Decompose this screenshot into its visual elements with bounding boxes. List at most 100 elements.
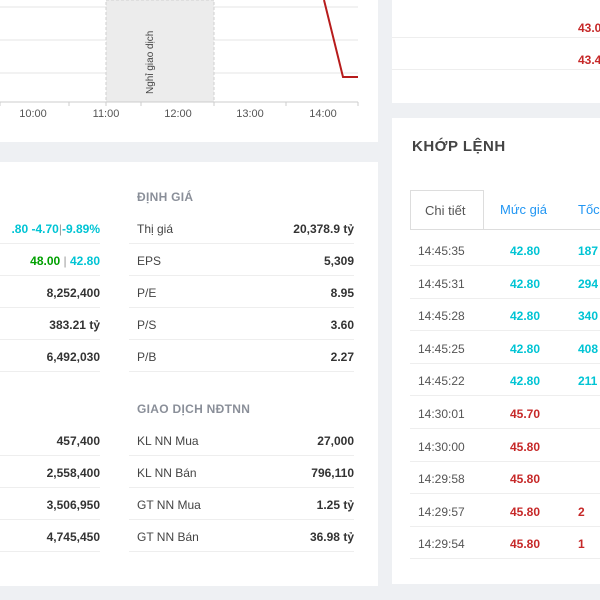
valuation-row: P/B 2.27 [129, 340, 354, 372]
foreign-label: GT NN Mua [137, 498, 201, 512]
stat-row-range: 48.00 | 42.80 [0, 244, 100, 276]
trade-price: 42.80 [510, 341, 541, 356]
price-change-value: .80 -4.70|-9.89% [11, 222, 100, 236]
separator: | [58, 222, 62, 236]
trade-time: 14:45:28 [418, 309, 465, 324]
trade-time: 14:29:58 [418, 472, 465, 487]
valuation-value: 2.27 [330, 350, 354, 364]
trade-volume: 340 [578, 309, 599, 324]
foreign-label: KL NN Bán [137, 466, 197, 480]
stat-row-change: .80 -4.70|-9.89% [0, 212, 100, 244]
trade-time: 14:45:25 [418, 341, 465, 356]
valuation-value: 3.60 [330, 318, 354, 332]
trade-row: 14:30:00 45.80 [410, 430, 600, 462]
trade-price: 45.70 [510, 407, 541, 421]
trade-time: 14:30:00 [418, 439, 465, 454]
trade-row: 14:45:25 42.80 408 [410, 332, 600, 364]
stat-row: 6,492,030 [0, 340, 100, 372]
lunch-break-band [105, 0, 215, 103]
trade-price: 42.80 [510, 374, 541, 389]
low-price: 42.80 [69, 254, 100, 268]
valuation-label: P/B [137, 350, 157, 364]
valuation-value: 8.95 [330, 286, 354, 300]
valuation-row: EPS 5,309 [129, 244, 354, 276]
trade-price: 45.80 [510, 504, 541, 519]
stat-value: 2,558,400 [46, 466, 100, 480]
valuation-label: EPS [137, 254, 162, 268]
trade-row: 14:45:35 42.80 187 [410, 234, 600, 266]
high-price: 48.00 [30, 254, 61, 268]
separator: | [60, 254, 70, 268]
stat-value: 457,400 [56, 434, 100, 448]
stat-row: 4,745,450 [0, 520, 100, 552]
tab-price-level[interactable]: Mức giá [500, 202, 547, 217]
trade-row: 14:29:54 45.80 1 [410, 527, 600, 560]
trade-row: 14:29:57 45.80 2 [410, 495, 600, 527]
stat-row: 3,506,950 [0, 488, 100, 520]
valuation-row: P/S 3.60 [129, 308, 354, 340]
order-matching-title: KHỚP LỆNH [412, 138, 506, 155]
stat-value: 383.21 tỷ [49, 318, 100, 332]
x-tick-label: 11:00 [92, 108, 120, 120]
x-tick-label: 12:00 [164, 108, 192, 120]
price-line [323, 0, 358, 78]
x-tick-label: 10:00 [19, 108, 47, 120]
price-value: 43.4 [578, 53, 600, 67]
trade-time: 14:29:54 [418, 537, 465, 552]
trade-row: 14:30:01 45.70 [410, 397, 600, 429]
stat-row: 2,558,400 [0, 456, 100, 488]
foreign-row: GT NN Bán 36.98 tỷ [129, 520, 354, 552]
stat-row: 457,400 [0, 424, 100, 456]
stat-row: 8,252,400 [0, 276, 100, 308]
foreign-value: 36.98 tỷ [309, 530, 354, 544]
lunch-break-label: Nghỉ giao dịch [144, 31, 156, 94]
valuation-row: P/E 8.95 [129, 276, 354, 308]
price-row: 43.4 [392, 38, 600, 70]
foreign-label: KL NN Mua [137, 434, 199, 448]
trade-volume: 1 [578, 537, 585, 552]
trade-price: 42.80 [510, 244, 541, 258]
tab-detail[interactable]: Chi tiết [410, 190, 484, 230]
trade-time: 14:29:57 [418, 504, 465, 519]
intraday-chart: Nghỉ giao dịch [0, 0, 359, 106]
trade-price: 42.80 [510, 276, 541, 291]
trade-volume: 2 [578, 504, 585, 519]
foreign-value: 27,000 [317, 434, 354, 448]
foreign-row: GT NN Mua 1.25 tỷ [129, 488, 354, 520]
trade-row: 14:45:31 42.80 294 [410, 267, 600, 299]
valuation-value: 20,378.9 tỷ [293, 222, 354, 236]
trade-volume: 294 [578, 276, 599, 291]
x-tick-label: 13:00 [236, 108, 264, 120]
valuation-value: 5,309 [323, 254, 354, 268]
foreign-trading-heading: GIAO DỊCH NĐTNN [137, 402, 251, 416]
trade-price: 45.80 [510, 439, 541, 454]
matching-tabs: Chi tiết Mức giá Tốc [410, 190, 600, 230]
stat-value: 4,745,450 [46, 530, 100, 544]
valuation-label: P/S [137, 318, 157, 332]
valuation-label: P/E [137, 286, 157, 300]
stat-row: 383.21 tỷ [0, 308, 100, 340]
intraday-chart-card: Nghỉ giao dịch 10:00 11:00 12:00 13:00 1… [0, 0, 378, 142]
tab-speed[interactable]: Tốc [578, 202, 600, 217]
trade-row: 14:45:22 42.80 211 [410, 364, 600, 397]
valuation-row: Thị giá 20,378.9 tỷ [129, 212, 354, 244]
foreign-value: 796,110 [311, 466, 354, 480]
change-percent: -9.89% [61, 222, 100, 236]
stock-stats-card: .80 -4.70|-9.89% 48.00 | 42.80 8,252,400… [0, 162, 378, 586]
trade-time: 14:45:31 [418, 276, 465, 291]
trade-price: 45.80 [510, 472, 541, 487]
trade-volume: 408 [578, 341, 599, 356]
stat-value: 6,492,030 [46, 350, 100, 364]
trade-volume: 187 [578, 244, 599, 258]
price-row: 43.0 [392, 6, 600, 38]
price-table-fragment: 43.0 43.4 [392, 0, 600, 103]
tab-divider [410, 229, 600, 230]
valuation-label: Thị giá [137, 222, 174, 236]
trade-time: 14:30:01 [418, 407, 465, 421]
foreign-row: KL NN Bán 796,110 [129, 456, 354, 488]
foreign-label: GT NN Bán [137, 530, 199, 544]
high-low-value: 48.00 | 42.80 [30, 254, 100, 268]
trade-price: 42.80 [510, 309, 541, 324]
stat-value: 3,506,950 [46, 498, 100, 512]
price-value: 43.0 [578, 21, 600, 35]
